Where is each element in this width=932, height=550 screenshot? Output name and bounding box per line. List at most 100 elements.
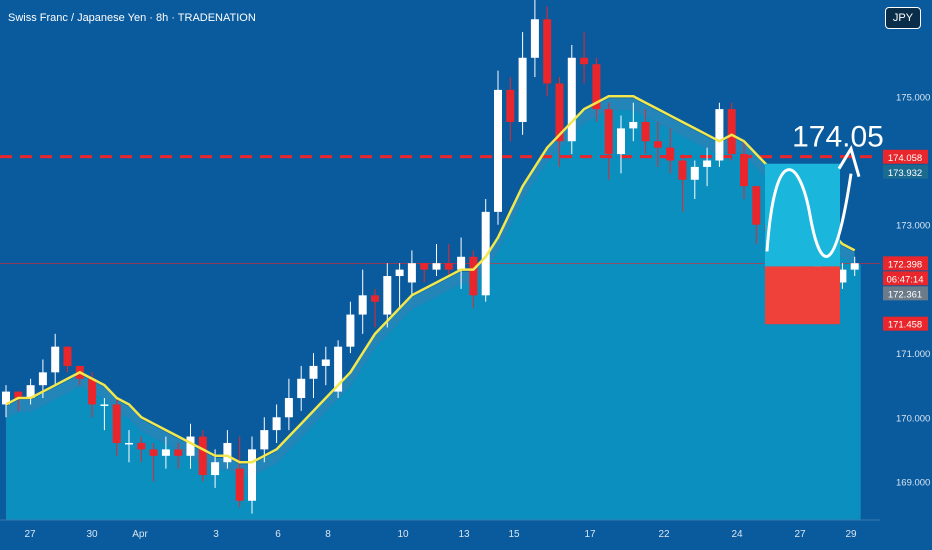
- candle-body: [161, 449, 170, 456]
- candle-body: [88, 378, 97, 405]
- candle-body: [309, 365, 318, 379]
- x-tick-label: 8: [325, 529, 331, 540]
- candle-body: [100, 404, 109, 406]
- y-tick-label: 175.000: [896, 92, 930, 103]
- target-zone: [765, 163, 840, 267]
- candle-body: [235, 468, 244, 501]
- candle-body: [555, 83, 564, 142]
- candle-body: [125, 442, 133, 445]
- candle-body: [51, 346, 60, 373]
- candle-body: [678, 160, 687, 180]
- candle-body: [530, 19, 539, 58]
- x-tick-label: 22: [658, 529, 670, 540]
- y-tick-label: 169.000: [896, 477, 930, 488]
- x-tick-label: 6: [275, 529, 281, 540]
- x-tick-label: 3: [213, 529, 219, 540]
- x-tick-label: 27: [24, 529, 36, 540]
- candle-body: [703, 160, 712, 167]
- price-label: 06:47:14: [887, 274, 924, 285]
- candle-body: [469, 256, 478, 296]
- candle-body: [838, 269, 847, 283]
- candle-body: [432, 263, 441, 270]
- candle-body: [850, 263, 859, 270]
- x-tick-label: 24: [731, 529, 743, 540]
- candle-body: [752, 186, 761, 225]
- candle-body: [592, 64, 601, 110]
- price-label: 174.058: [888, 153, 922, 164]
- area-fill: [6, 110, 861, 520]
- candle-body: [346, 314, 355, 347]
- candle-body: [248, 449, 256, 501]
- candle-body: [629, 121, 638, 129]
- x-tick-label: 15: [508, 529, 520, 540]
- candle-body: [457, 256, 466, 270]
- candle-body: [653, 141, 662, 148]
- y-tick-label: 171.000: [896, 349, 930, 360]
- candle-body: [715, 109, 724, 161]
- candle-body: [260, 430, 269, 450]
- target-label: 174.05: [792, 121, 884, 154]
- candle-body: [604, 109, 613, 155]
- price-label-bg: [883, 286, 928, 301]
- candle-body: [358, 295, 367, 315]
- price-label: 171.458: [888, 320, 922, 331]
- candle-body: [223, 442, 232, 463]
- price-label-bg: [883, 164, 928, 179]
- x-tick-label: 30: [86, 529, 98, 540]
- candle-body: [481, 211, 490, 296]
- candle-body: [407, 263, 416, 283]
- x-tick-label: 29: [845, 529, 857, 540]
- y-tick-label: 173.000: [896, 221, 930, 232]
- x-tick-label: 13: [458, 529, 470, 540]
- stop-zone: [765, 266, 840, 325]
- candle-body: [321, 359, 330, 366]
- candle-body: [38, 372, 47, 386]
- candle-body: [174, 449, 183, 456]
- price-label: 172.398: [888, 259, 922, 270]
- candle-body: [2, 391, 10, 405]
- candle-body: [297, 378, 306, 399]
- arrow-head: [837, 144, 861, 178]
- x-tick-label: Apr: [132, 529, 148, 540]
- wave-arrow: [765, 168, 853, 258]
- candle-body: [63, 346, 72, 366]
- candle-body: [14, 391, 23, 399]
- candle-body: [395, 269, 404, 277]
- candle-body: [580, 57, 589, 65]
- candle-body: [567, 57, 576, 142]
- candle-body: [211, 462, 220, 476]
- price-label-bg: [883, 149, 928, 164]
- x-tick-label: 10: [397, 529, 409, 540]
- candle-body: [272, 417, 281, 431]
- x-tick-label: 17: [584, 529, 596, 540]
- candle-body: [543, 19, 552, 84]
- chart-title: Swiss Franc / Japanese Yen · 8h · TRADEN…: [8, 12, 256, 24]
- candle-body: [383, 276, 392, 315]
- candle-body: [137, 442, 146, 450]
- currency-button[interactable]: JPY: [885, 7, 921, 29]
- candle-body: [112, 404, 121, 443]
- candle-body: [494, 89, 502, 212]
- candle-body: [506, 89, 515, 122]
- candle-body: [149, 449, 158, 456]
- candle-body: [617, 128, 625, 155]
- candle-body: [518, 57, 527, 122]
- candle-body: [371, 295, 379, 302]
- x-tick-label: 27: [794, 529, 806, 540]
- candle-body: [420, 263, 429, 270]
- candle-body: [641, 121, 650, 142]
- price-label-bg: [883, 256, 928, 271]
- candle-body: [740, 154, 748, 187]
- candle-body: [690, 166, 699, 180]
- candle-body: [727, 109, 736, 155]
- price-label: 173.932: [888, 168, 922, 179]
- price-label-bg: [883, 271, 928, 286]
- candle-body: [444, 263, 453, 270]
- price-label-bg: [883, 316, 928, 331]
- candle-body: [198, 436, 207, 476]
- candle-body: [186, 436, 195, 456]
- candle-body: [284, 398, 293, 418]
- ema-line: [5, 95, 856, 464]
